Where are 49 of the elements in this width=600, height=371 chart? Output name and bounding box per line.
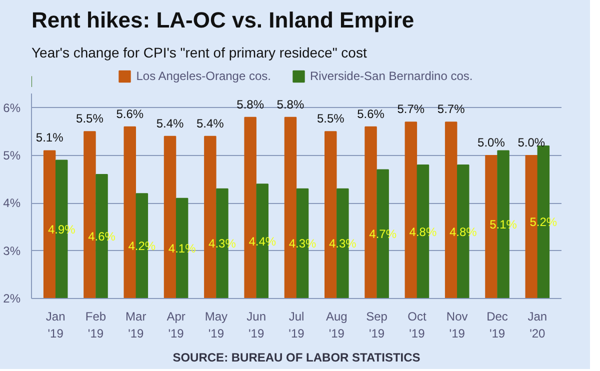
x-tick-label: Feb '19 [85,310,106,340]
x-tick-label: Jun '19 [246,310,266,340]
x-tick-label: Dec '19 [486,310,508,340]
source-note: SOURCE: BUREAU OF LABOR STATISTICS [172,350,420,364]
y-tick-label: 4% [3,196,21,210]
data-label: 5.8% [236,97,264,112]
legend-label: Riverside-San Bernardino cos. [310,69,473,83]
x-tick-label: Jul '19 [288,310,305,340]
chart-subtitle: Year's change for CPI's "rent of primary residece" cost [32,44,367,60]
y-tick-label: 3% [3,244,21,258]
data-label: 4.7% [369,227,397,242]
x-tick-label: Nov '19 [446,310,468,340]
data-label: 4.4% [248,234,276,248]
data-label: 5.0% [478,135,506,150]
data-label: 4.2% [128,239,156,254]
x-tick-label: Mar '19 [126,310,146,340]
x-tick-label: May '19 [204,310,228,340]
legend-label: Los Angeles-Orange cos. [136,69,271,83]
data-label: 4.9% [48,222,76,236]
x-tick-label: Sep '19 [366,310,388,340]
data-label: 4.8% [409,224,437,239]
data-label: 5.0% [518,135,546,150]
data-label: 5.6% [116,106,144,121]
x-tick-label: Jan '19 [46,310,66,340]
data-label: 5.1% [490,218,518,232]
data-label: 4.6% [88,230,116,244]
data-label: 5.4% [156,116,184,130]
data-label: 5.2% [530,215,558,230]
y-tick-label: 2% [3,292,21,306]
data-label: 5.4% [196,116,224,130]
data-label: 4.8% [449,224,478,239]
data-label: 5.1% [36,130,64,145]
chart-title: Rent hikes: LA-OC vs. Inland Empire [32,8,414,32]
data-label: 4.3% [329,236,357,251]
x-tick-label: Aug '19 [326,310,348,340]
data-label: 5.5% [316,112,345,126]
data-label: 5.5% [76,112,104,126]
data-label: 5.8% [276,97,304,112]
data-label: 5.7% [437,102,466,116]
data-label: 5.7% [397,102,425,116]
data-label: 4.3% [208,236,236,251]
y-tick-label: 6% [3,100,21,115]
y-tick-label: 5% [3,148,21,162]
x-tick-label: Apr '19 [166,310,186,340]
data-label: 5.6% [357,106,385,121]
data-label: 4.3% [288,236,317,251]
x-tick-label: Jan '20 [528,310,548,340]
x-tick-label: Oct '19 [408,310,427,340]
data-label: 4.1% [168,241,196,256]
